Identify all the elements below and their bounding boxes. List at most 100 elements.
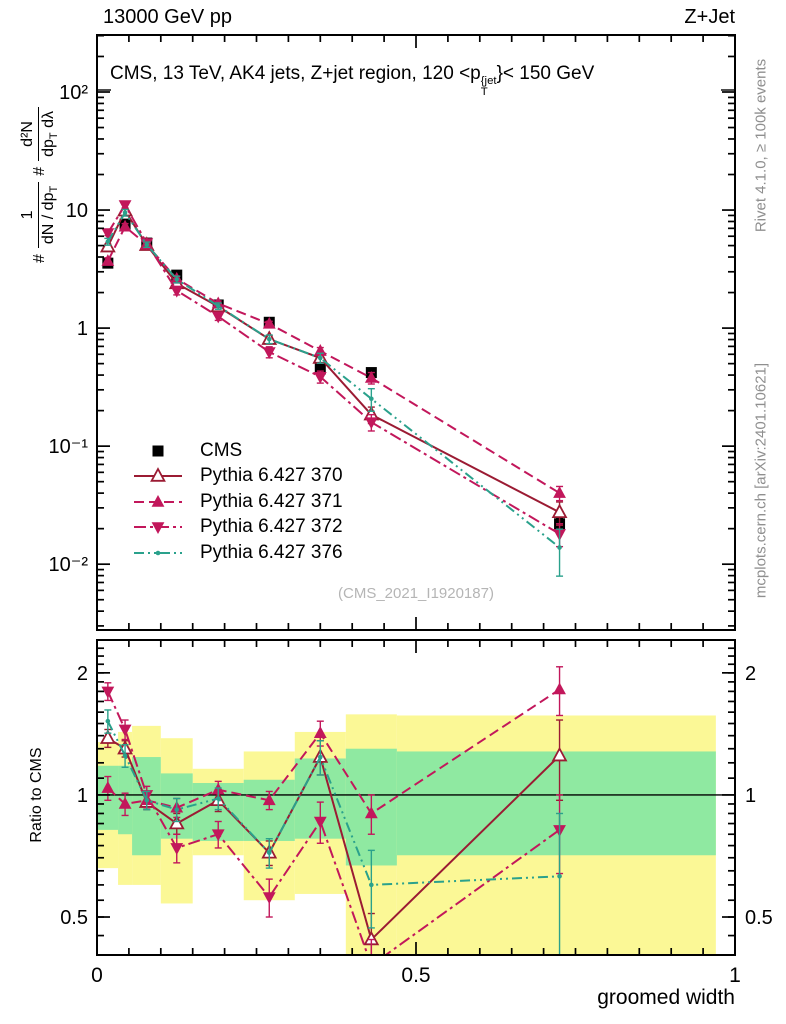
ratio-series [97, 666, 735, 973]
uncertainty-bands [97, 714, 716, 955]
marker-triangle-down [365, 961, 378, 973]
legend: CMS Pythia 6.427 370 Pythia 6.427 371 Pythi… [132, 438, 343, 566]
marker-triangle-down [211, 311, 225, 324]
process-label: Z+Jet [684, 6, 735, 28]
marker-triangle-down [101, 228, 115, 241]
main-y-axis-label: # 1 dN / dpT # d²N dpT dλ [11, 35, 69, 335]
marker-triangle-down [118, 200, 132, 213]
beam-energy-label: 13000 GeV pp [103, 6, 232, 28]
hash-symbol-2: # [31, 166, 48, 176]
x-tick-label: 0 [91, 964, 103, 987]
marker-dot [105, 239, 111, 244]
marker-dot [266, 850, 272, 856]
green-band [243, 779, 295, 841]
fraction-1-denominator: dN / dpT [40, 185, 61, 245]
marker-dot [318, 754, 323, 760]
hash-symbol: # [31, 254, 48, 264]
marker-triangle-open [99, 729, 116, 744]
marker-triangle-up [101, 254, 115, 266]
plot-title-text: CMS, 13 TeV, AK4 jets, Z+jet region, 120… [110, 63, 481, 84]
ratio-y-tick-label-left: 1 [77, 785, 88, 807]
x-axis-label: groomed width [597, 986, 735, 1009]
marker-square [152, 445, 164, 457]
marker-triangle-up [364, 370, 378, 383]
marker-triangle-up [364, 806, 378, 819]
marker-dot [557, 545, 562, 550]
legend-marker [134, 467, 182, 482]
marker-triangle-up [262, 316, 276, 329]
legend-marker [134, 494, 182, 507]
main-y-tick-label: 10⁻¹ [49, 436, 89, 458]
legend-item: Pythia 6.427 370 [132, 464, 343, 490]
green-band [396, 751, 716, 856]
marker-square [314, 363, 326, 375]
fraction-2: d²N dpT dλ [18, 107, 61, 161]
marker-triangle-down [118, 724, 132, 737]
marker-triangle-up [151, 494, 165, 507]
marker-dot [174, 277, 180, 282]
legend-label: CMS [200, 439, 243, 461]
rivet-version-note: Rivet 4.1.0, ≥ 100k events [752, 58, 770, 233]
marker-dot [369, 882, 374, 888]
x-tick-label: 1 [729, 964, 741, 987]
marker-dot [122, 753, 128, 758]
marker-dot [122, 210, 128, 215]
marker-triangle-down [262, 892, 276, 905]
marker-dot [144, 242, 150, 247]
fraction-1-numerator: 1 [18, 181, 40, 249]
marker-triangle-up [101, 781, 115, 793]
ratio-y-tick-label-right: 0.5 [745, 907, 773, 929]
marker-triangle-open [150, 467, 166, 482]
ratio-y-tick-label-right: 2 [745, 663, 756, 685]
marker-dot [369, 396, 374, 402]
fraction-2-numerator: d²N [18, 107, 40, 161]
marker-triangle-open [551, 746, 568, 762]
marker-dot [174, 807, 180, 812]
main-series [99, 200, 568, 577]
series-line [106, 210, 561, 549]
legend-label: Pythia 6.427 370 [200, 465, 343, 487]
marker-triangle-open [551, 503, 568, 519]
marker-triangle-down [211, 829, 225, 842]
marker-dot [144, 797, 150, 803]
pt-subscript: T [480, 85, 488, 98]
mcplots-citation-note: mcplots.cern.ch [arXiv:2401.10621] [752, 362, 770, 599]
marker-dot [557, 874, 562, 879]
panel-frame [96, 34, 736, 631]
legend-marker [134, 550, 182, 556]
marker-triangle-down [170, 843, 184, 855]
ratio-y-axis-label: Ratio to CMS [28, 747, 45, 843]
marker-dot [266, 336, 272, 342]
legend-label: Pythia 6.427 371 [200, 490, 343, 512]
x-tick-label: 0.5 [401, 964, 430, 987]
legend-item: CMS [132, 438, 343, 464]
fraction-1: 1 dN / dpT [18, 181, 61, 249]
marker-triangle-down [170, 285, 184, 298]
marker-triangle-down [313, 816, 327, 829]
marker-dot [155, 550, 161, 556]
plot-title: CMS, 13 TeV, AK4 jets, Z+jet region, 120… [110, 63, 594, 98]
marker-triangle-up [118, 796, 132, 809]
series-line [106, 203, 561, 535]
marker-triangle-up [553, 486, 566, 498]
main-y-tick-label: 1 [77, 318, 88, 340]
ratio-y-tick-label-right: 1 [745, 785, 756, 807]
fraction-2-denominator: dpT dλ [40, 111, 61, 157]
panel-frame [96, 639, 736, 956]
pt-superscript: {jet [480, 75, 497, 88]
legend-marker [152, 445, 164, 457]
legend-item: Pythia 6.427 372 [132, 515, 343, 541]
main-y-tick-label: 10² [59, 82, 88, 104]
legend-marker [134, 522, 182, 535]
main-y-tick-label: 10 [66, 200, 88, 222]
analysis-id-watermark: (CMS_2021_I1920187) [338, 585, 494, 602]
marker-triangle-up [118, 219, 132, 232]
marker-triangle-down [364, 417, 378, 430]
pt-supsub: {jet T [481, 76, 497, 98]
ratio-y-tick-label-left: 2 [77, 663, 88, 685]
main-y-tick-label: 10⁻² [49, 554, 89, 576]
marker-triangle-up [313, 726, 327, 738]
legend-item: Pythia 6.427 371 [132, 489, 343, 515]
